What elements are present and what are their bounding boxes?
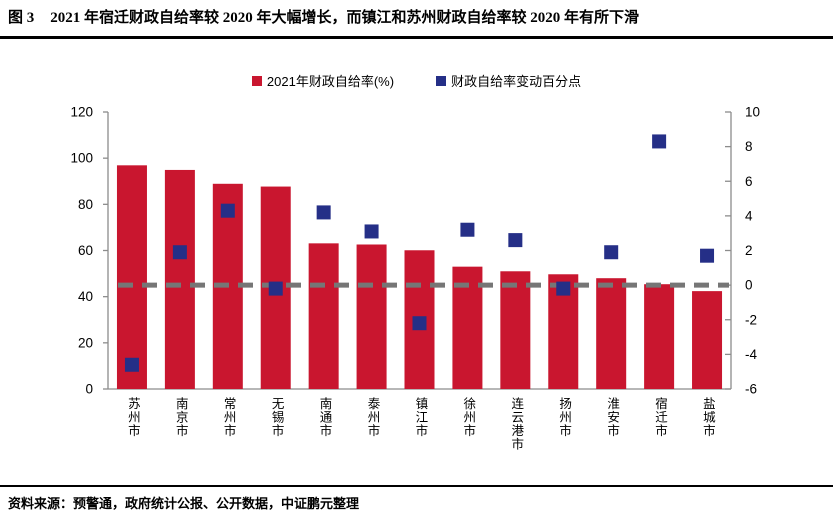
- change-marker: [700, 248, 715, 263]
- x-axis-category-label: 南通市: [317, 397, 332, 438]
- left-axis-tick-label: 120: [70, 105, 93, 120]
- marker-series-swatch-icon: [436, 75, 447, 86]
- x-axis-category-label: 扬州市: [557, 397, 572, 438]
- x-axis-category-label: 宿迁市: [652, 397, 667, 438]
- bar: [164, 169, 195, 389]
- change-marker: [268, 281, 283, 296]
- left-axis-tick-label: 0: [85, 382, 93, 397]
- change-marker: [316, 205, 331, 220]
- right-axis-tick-label: 8: [745, 139, 753, 154]
- legend-item-marker-series: 财政自给率变动百分点: [436, 71, 581, 90]
- change-marker: [172, 245, 187, 260]
- title-divider-line: [0, 36, 833, 39]
- bar: [644, 284, 675, 389]
- left-axis-tick-label: 20: [78, 335, 93, 350]
- x-axis-category-label: 淮安市: [605, 397, 620, 438]
- figure-title-text: 2021 年宿迁财政自给率较 2020 年大幅增长，而镇江和苏州财政自给率较 2…: [50, 10, 640, 26]
- bar: [356, 244, 387, 389]
- bar: [500, 271, 531, 389]
- x-axis-category-label: 镇江市: [413, 397, 428, 438]
- x-axis-category-label: 盐城市: [700, 397, 715, 438]
- right-axis-tick-label: -2: [745, 312, 757, 327]
- left-axis-tick-label: 60: [78, 243, 93, 258]
- source-divider-line: [0, 485, 833, 487]
- change-marker: [412, 316, 427, 331]
- right-axis-tick-label: 0: [745, 278, 753, 293]
- bar: [692, 291, 723, 389]
- x-axis-category-label: 常州市: [221, 397, 236, 438]
- bar: [116, 165, 147, 389]
- left-axis-tick-label: 100: [70, 151, 93, 166]
- bar: [308, 243, 339, 389]
- left-axis-tick-label: 80: [78, 197, 93, 212]
- right-axis-tick-label: 10: [745, 105, 760, 120]
- source-note: 资料来源：预警通，政府统计公报、公开数据，中证鹏元整理: [8, 496, 360, 511]
- x-axis-category-label: 苏州市: [125, 397, 140, 438]
- bar-series-swatch-icon: [251, 75, 262, 86]
- right-axis-tick-label: 2: [745, 243, 753, 258]
- change-marker: [460, 222, 475, 237]
- figure-title: 图 3 2021 年宿迁财政自给率较 2020 年大幅增长，而镇江和苏州财政自给率…: [8, 8, 825, 28]
- change-marker: [652, 134, 667, 149]
- combo-bar-chart: 0 20 40 60 80 100 120 -6 -4 -2 0 2 4 6 8 10 苏州市 南京市 常州市 无锡…: [0, 100, 833, 470]
- right-axis-tick-label: -6: [745, 382, 757, 397]
- right-axis-tick-label: 6: [745, 174, 753, 189]
- x-axis-category-label: 徐州市: [461, 397, 476, 438]
- change-marker: [364, 224, 379, 239]
- x-axis-category-label: 南京市: [173, 397, 188, 438]
- x-axis-category-label: 连云港市: [509, 397, 524, 451]
- change-marker: [604, 245, 619, 260]
- change-marker: [508, 233, 523, 248]
- right-axis-tick-label: 4: [745, 208, 753, 223]
- left-axis-tick-label: 40: [78, 289, 93, 304]
- x-axis-category-label: 无锡市: [269, 397, 284, 438]
- right-axis-tick-label: -4: [745, 347, 757, 362]
- chart-legend: 2021年财政自给率(%) 财政自给率变动百分点: [0, 71, 833, 90]
- figure-number-label: 图 3: [8, 10, 35, 26]
- change-marker: [220, 203, 235, 218]
- chart-plot-area: 0 20 40 60 80 100 120 -6 -4 -2 0 2 4 6 8 10: [70, 105, 760, 397]
- change-marker: [124, 357, 139, 372]
- marker-series-label: 财政自给率变动百分点: [451, 74, 582, 89]
- legend-item-bar-series: 2021年财政自给率(%): [251, 71, 395, 90]
- bar-series-label: 2021年财政自给率(%): [266, 74, 395, 89]
- change-marker: [556, 281, 571, 296]
- bar: [596, 278, 627, 389]
- x-axis-category-label: 泰州市: [365, 397, 380, 438]
